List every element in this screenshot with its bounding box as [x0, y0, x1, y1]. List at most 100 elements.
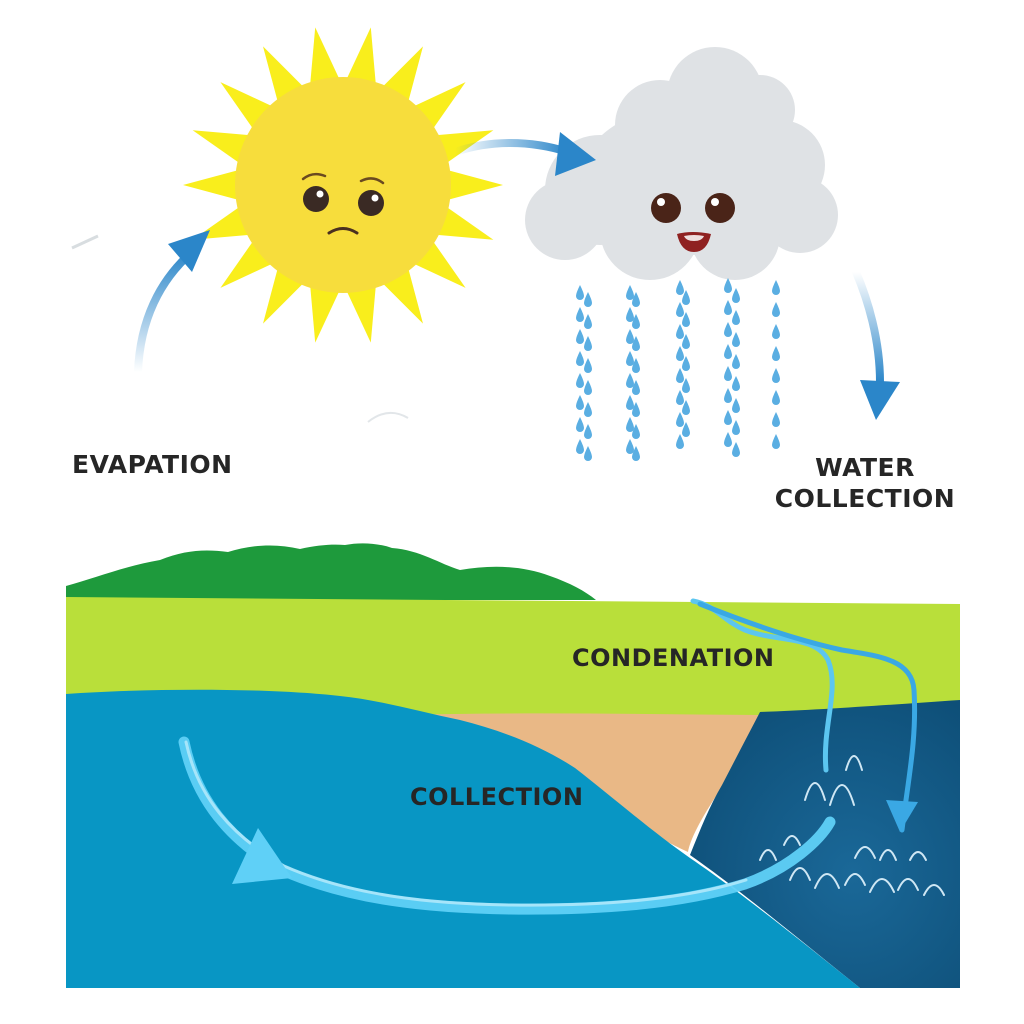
raindrop	[626, 417, 634, 432]
flow-loop	[178, 736, 836, 915]
sun-ray	[183, 168, 245, 202]
raindrop	[732, 354, 740, 369]
raindrop	[676, 302, 684, 317]
deep-water	[690, 700, 960, 988]
cloud-right-eye	[705, 193, 735, 223]
label-water-collection: WATER COLLECTION	[765, 452, 965, 514]
label-water-collection-line2: COLLECTION	[774, 484, 956, 513]
sun-ray	[343, 279, 377, 343]
raindrop	[632, 380, 640, 395]
raindrop	[576, 417, 584, 432]
label-water-collection-line1: WATER	[815, 453, 915, 482]
raindrop	[676, 346, 684, 361]
cloud-left-eye	[651, 193, 681, 223]
sketch-mark	[367, 411, 409, 423]
raindrop	[584, 358, 592, 373]
sun-eye-glint	[316, 190, 324, 198]
sun-ray	[343, 27, 377, 91]
arrow-sun-to-cloud	[451, 132, 596, 176]
raindrop	[576, 439, 584, 454]
raindrop	[584, 314, 592, 329]
raindrop	[682, 400, 690, 415]
raindrop	[632, 424, 640, 439]
sun	[183, 27, 503, 343]
splashes	[759, 755, 945, 896]
raindrop	[576, 329, 584, 344]
sun-ray	[309, 279, 343, 343]
raindrop	[676, 434, 684, 449]
raindrop	[732, 332, 740, 347]
raindrop	[724, 410, 732, 425]
sun-brow	[301, 172, 327, 181]
raindrop	[682, 378, 690, 393]
raindrop	[724, 388, 732, 403]
raindrop	[682, 422, 690, 437]
raindrop	[632, 402, 640, 417]
stream-right	[697, 601, 918, 833]
stream-arrow-head	[886, 800, 918, 832]
raindrop	[724, 432, 732, 447]
raindrop	[576, 285, 584, 300]
rain	[576, 278, 780, 461]
raindrop	[632, 336, 640, 351]
raindrop	[682, 334, 690, 349]
raindrop	[584, 446, 592, 461]
raindrop	[626, 285, 634, 300]
raindrop	[682, 356, 690, 371]
raindrop	[584, 402, 592, 417]
sketch-mark	[71, 234, 99, 250]
raindrop	[732, 420, 740, 435]
arrow-cloud-to-ground	[852, 268, 900, 420]
raindrop	[676, 412, 684, 427]
raindrop	[772, 280, 780, 295]
raindrop	[626, 329, 634, 344]
raindrop	[772, 368, 780, 383]
raindrop	[724, 278, 732, 293]
raindrop	[724, 300, 732, 315]
raindrop	[724, 344, 732, 359]
cloud-face	[651, 193, 735, 252]
flow-loop-highlight	[184, 740, 748, 907]
arrow-evaporation	[134, 230, 210, 376]
hills	[66, 543, 596, 600]
raindrop	[676, 390, 684, 405]
raindrop	[732, 398, 740, 413]
sun-ray	[309, 27, 343, 91]
raindrop	[724, 322, 732, 337]
label-evaporation: EVAPATION	[72, 450, 233, 479]
raindrop	[772, 302, 780, 317]
raindrop	[772, 390, 780, 405]
raindrop	[576, 395, 584, 410]
raindrop	[632, 314, 640, 329]
sun-eye-glint	[371, 194, 379, 202]
raindrop	[626, 373, 634, 388]
water-flow	[178, 598, 918, 915]
raindrop	[772, 434, 780, 449]
raindrop	[732, 310, 740, 325]
raindrop	[724, 366, 732, 381]
raindrop	[632, 446, 640, 461]
raindrop	[626, 439, 634, 454]
label-condensation: CONDENATION	[572, 644, 775, 672]
label-collection: COLLECTION	[410, 783, 584, 811]
raindrop	[626, 307, 634, 322]
raindrop	[576, 373, 584, 388]
raindrop	[584, 292, 592, 307]
flow-arrow-head	[232, 828, 292, 884]
sun-ray	[441, 168, 503, 202]
raindrop	[632, 358, 640, 373]
raindrop	[626, 351, 634, 366]
raindrop	[682, 312, 690, 327]
raindrop	[626, 395, 634, 410]
raindrop	[584, 336, 592, 351]
raindrop	[682, 290, 690, 305]
raindrop	[584, 424, 592, 439]
raindrop	[772, 346, 780, 361]
raindrop	[676, 324, 684, 339]
raindrop	[576, 351, 584, 366]
sun-mouth	[327, 227, 359, 235]
raindrop	[732, 442, 740, 457]
raindrop	[676, 280, 684, 295]
raindrop	[576, 307, 584, 322]
